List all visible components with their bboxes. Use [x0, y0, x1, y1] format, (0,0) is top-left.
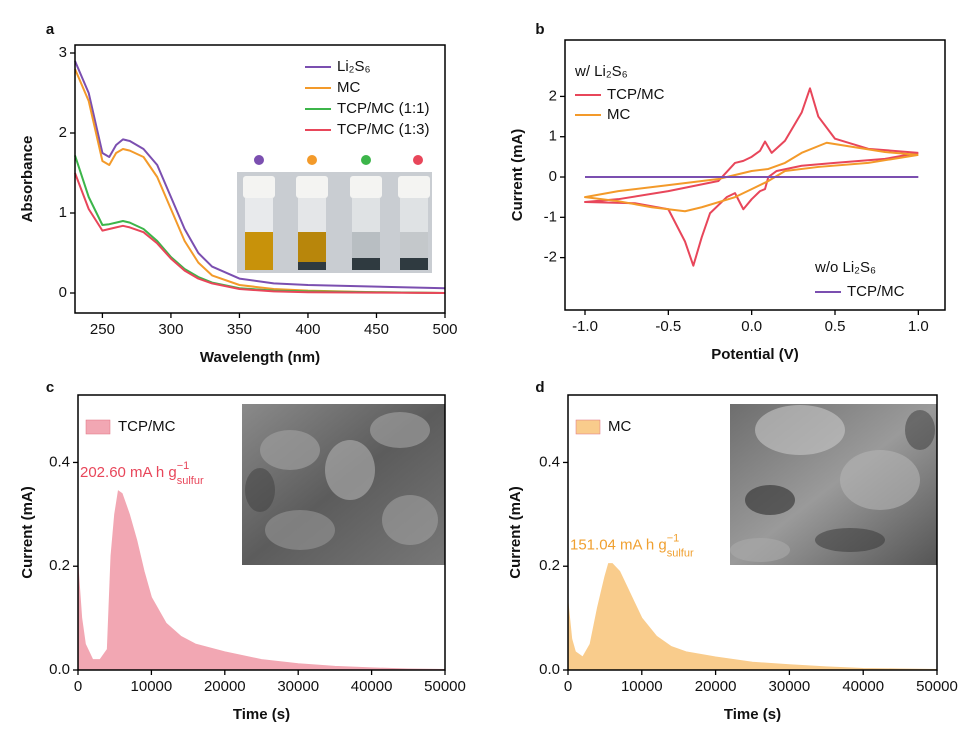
annotation-superscript: −1 [667, 533, 680, 545]
legend-label: TCP/MC [607, 86, 665, 103]
x-tick-label: 40000 [351, 678, 393, 695]
x-tick-label: 20000 [695, 678, 737, 695]
x-axis-title: Time (s) [724, 706, 781, 723]
data-line [74, 68, 446, 294]
y-tick-label: 0.0 [539, 661, 560, 678]
legend-label: TCP/MC (1:1) [337, 100, 430, 117]
y-tick-label: 0.2 [539, 557, 560, 574]
x-tick-label: 30000 [769, 678, 811, 695]
x-tick-label: 10000 [131, 678, 173, 695]
legend-swatch [575, 419, 601, 435]
x-axis-title: Time (s) [233, 706, 290, 723]
legend-label: MC [337, 79, 360, 96]
annotation: 151.04 mA h g−1 sulfur [570, 533, 694, 560]
vial-photo [237, 155, 432, 273]
x-tick-label: -1.0 [572, 318, 598, 335]
x-tick-label: 20000 [204, 678, 246, 695]
x-tick-label: 450 [364, 321, 389, 338]
x-tick-label: 1.0 [908, 318, 929, 335]
annotation-text: 202.60 mA h g [80, 464, 177, 481]
plot-frame [564, 39, 946, 311]
x-tick-label: 40000 [842, 678, 884, 695]
x-tick-label: 0 [74, 678, 82, 695]
data-line [74, 60, 446, 290]
legend-title: w/ Li₂S₆ [574, 63, 628, 80]
y-tick-label: 0.2 [49, 557, 70, 574]
plot-frame [74, 44, 446, 314]
x-tick-label: 10000 [621, 678, 663, 695]
y-axis-title: Current (mA) [19, 486, 36, 579]
y-tick-label: 0.4 [49, 453, 70, 470]
annotation-superscript: −1 [177, 460, 190, 472]
x-tick-label: 300 [158, 321, 183, 338]
y-tick-label: 0.4 [539, 453, 560, 470]
y-axis-title: Current (mA) [509, 129, 526, 222]
x-tick-label: -0.5 [655, 318, 681, 335]
plot-frame [567, 394, 938, 671]
plot-frame [77, 394, 446, 671]
y-tick-label: 2 [59, 124, 67, 141]
y-tick-label: -2 [544, 249, 557, 266]
x-tick-label: 500 [432, 321, 457, 338]
y-tick-label: 0 [59, 284, 67, 301]
legend-label: Li₂S₆ [337, 58, 371, 75]
legend-label: MC [607, 106, 630, 123]
x-tick-label: 250 [90, 321, 115, 338]
panel-label: b [535, 21, 544, 38]
annotation-subscript: sulfur [667, 548, 694, 560]
data-line [74, 172, 446, 294]
x-tick-label: 350 [227, 321, 252, 338]
legend-label: TCP/MC [847, 283, 905, 300]
sem-image [242, 404, 445, 565]
x-tick-label: 400 [295, 321, 320, 338]
x-axis-title: Potential (V) [711, 346, 799, 363]
x-tick-label: 50000 [916, 678, 958, 695]
legend-title: w/o Li₂S₆ [814, 259, 876, 276]
panel-label: c [46, 379, 54, 396]
y-tick-label: 0.0 [49, 661, 70, 678]
x-tick-label: 0 [564, 678, 572, 695]
annotation-subscript: sulfur [177, 475, 204, 487]
y-tick-label: 1 [549, 128, 557, 145]
x-tick-label: 50000 [424, 678, 466, 695]
data-area [77, 490, 446, 671]
x-axis-title: Wavelength (nm) [200, 349, 320, 366]
y-tick-label: 2 [549, 87, 557, 104]
panel-label: a [46, 21, 55, 38]
y-axis-title: Absorbance [19, 136, 36, 223]
y-tick-label: 0 [549, 168, 557, 185]
legend-label: TCP/MC [118, 418, 176, 435]
sem-image [730, 404, 937, 565]
x-tick-label: 0.0 [741, 318, 762, 335]
panel-label: d [535, 379, 544, 396]
y-axis-title: Current (mA) [507, 486, 524, 579]
data-area [567, 563, 938, 671]
annotation-text: 151.04 mA h g [570, 537, 667, 554]
legend-label: MC [608, 418, 631, 435]
y-tick-label: -1 [544, 208, 557, 225]
legend-label: TCP/MC (1:3) [337, 121, 430, 138]
x-tick-label: 0.5 [825, 318, 846, 335]
legend-swatch [85, 419, 111, 435]
x-tick-label: 30000 [277, 678, 319, 695]
y-tick-label: 1 [59, 204, 67, 221]
y-tick-label: 3 [59, 44, 67, 61]
annotation: 202.60 mA h g−1 sulfur [80, 460, 204, 487]
